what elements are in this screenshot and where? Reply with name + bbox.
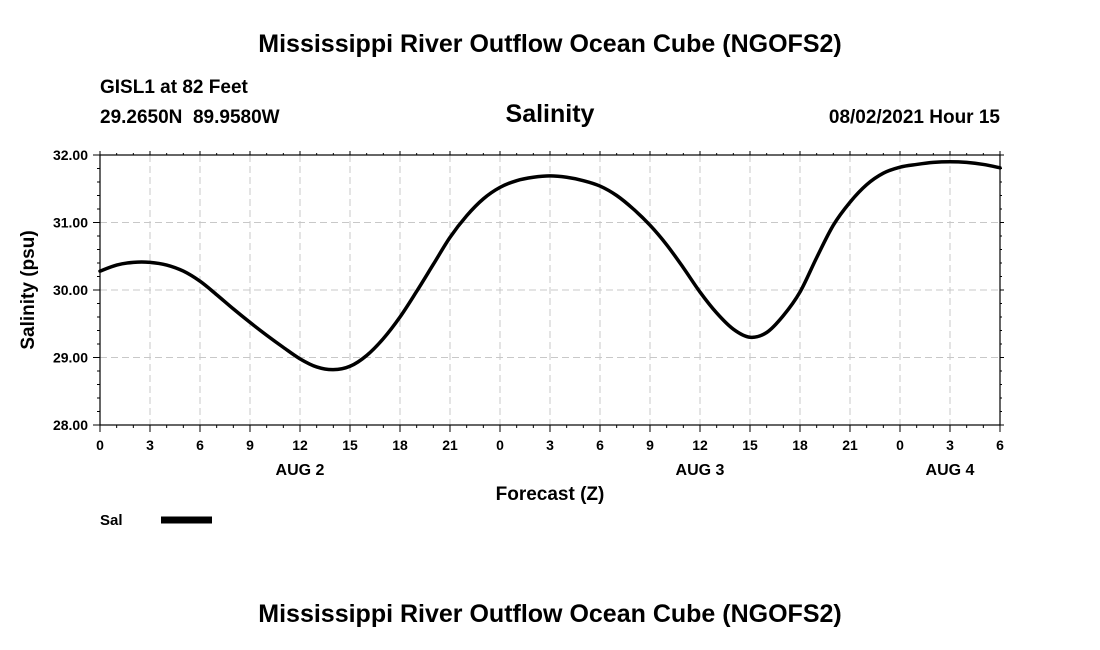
y-tick-label: 30.00 <box>53 282 88 298</box>
day-label: AUG 2 <box>276 462 325 479</box>
x-tick-label: 12 <box>692 437 708 453</box>
x-tick-label: 15 <box>342 437 358 453</box>
chart-main-title: Mississippi River Outflow Ocean Cube (NG… <box>258 30 842 58</box>
forecast-datetime: 08/02/2021 Hour 15 <box>828 107 1000 128</box>
variable-title: Salinity <box>505 100 595 128</box>
x-tick-label: 12 <box>292 437 308 453</box>
x-tick-label: 21 <box>442 437 458 453</box>
x-tick-label: 21 <box>842 437 858 453</box>
y-tick-label: 29.00 <box>53 350 88 366</box>
y-tick-label: 31.00 <box>53 215 88 231</box>
y-tick-label: 32.00 <box>53 147 88 163</box>
x-tick-label: 18 <box>792 437 808 453</box>
x-tick-label: 3 <box>946 437 954 453</box>
tick-labels: 0 3 6 9 12 15 18 21 0 3 6 9 12 15 18 21 0 3 6 28.00 29.00 30.… <box>53 147 1004 479</box>
day-label: AUG 3 <box>676 462 725 479</box>
y-tick-label: 28.00 <box>53 417 88 433</box>
legend-label: Sal <box>100 512 123 529</box>
axis-ticks <box>93 151 1004 432</box>
x-tick-label: 18 <box>392 437 408 453</box>
day-label: AUG 4 <box>926 462 975 479</box>
y-axis-title: Salinity (psu) <box>18 230 39 349</box>
station-name: GISL1 at 82 Feet <box>100 77 248 98</box>
x-tick-label: 3 <box>546 437 554 453</box>
x-tick-label: 15 <box>742 437 758 453</box>
x-tick-label: 6 <box>196 437 204 453</box>
plot-frame <box>99 154 1001 426</box>
grid-lines <box>100 155 1000 425</box>
x-tick-label: 6 <box>596 437 604 453</box>
salinity-series-line <box>98 160 1002 372</box>
x-axis-title: Forecast (Z) <box>496 484 605 505</box>
x-tick-label: 9 <box>646 437 654 453</box>
x-tick-label: 0 <box>496 437 504 453</box>
x-tick-label: 9 <box>246 437 254 453</box>
station-coordinates: 29.2650N 89.9580W <box>100 107 280 128</box>
chart-footer-title: Mississippi River Outflow Ocean Cube (NG… <box>258 600 842 628</box>
x-tick-label: 3 <box>146 437 154 453</box>
x-tick-label: 0 <box>896 437 904 453</box>
x-tick-label: 0 <box>96 437 104 453</box>
x-tick-label: 6 <box>996 437 1004 453</box>
